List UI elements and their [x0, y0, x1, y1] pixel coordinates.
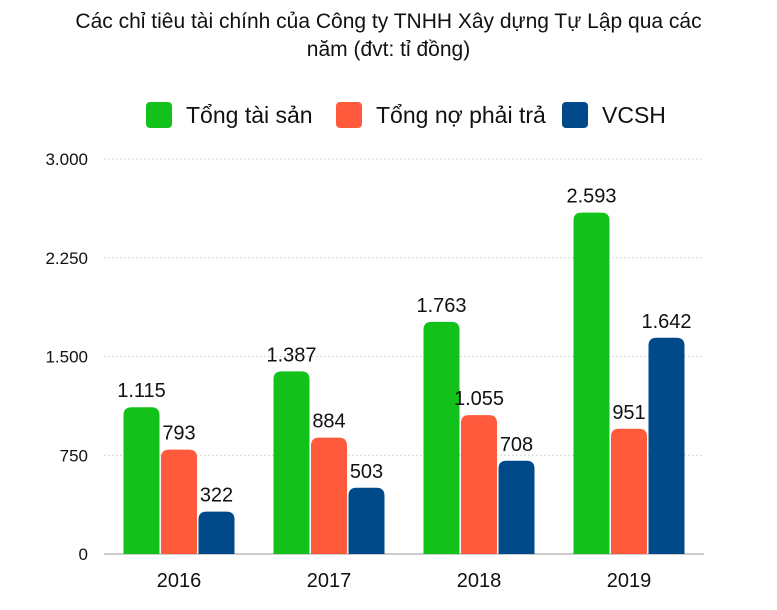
data-label: 503 [350, 461, 383, 483]
data-label: 884 [312, 411, 345, 433]
y-tick-label: 2.250 [45, 249, 88, 268]
bar-2016-series-0 [123, 407, 160, 554]
data-label: 2.593 [566, 186, 616, 208]
y-tick-label: 0 [79, 545, 88, 564]
x-tick-label: 2016 [157, 570, 202, 592]
bar-2016-series-1 [161, 449, 197, 554]
data-label: 1.642 [641, 311, 691, 333]
chart-legend: Tổng tài sản Tổng nợ phải trả VCSH [0, 98, 777, 132]
bar-2018-series-2 [498, 460, 535, 554]
data-label: 708 [500, 434, 533, 456]
bar-2018-series-1 [461, 415, 497, 554]
y-tick-label: 750 [60, 446, 88, 465]
data-label: 793 [162, 423, 195, 445]
bar-2017-series-1 [311, 437, 347, 554]
chart-title-line-1: Các chỉ tiêu tài chính của Công ty TNHH … [75, 10, 702, 33]
bar-2017-series-2 [348, 487, 385, 554]
data-label: 1.055 [454, 388, 504, 410]
y-tick-label: 3.000 [45, 150, 88, 169]
legend-item-tong-no-phai-tra: Tổng nợ phải trả [336, 98, 546, 132]
data-label: 1.115 [117, 380, 166, 402]
bar-2018-series-0 [423, 321, 460, 554]
bar-2017-series-0 [273, 371, 310, 554]
bar-2016-series-2 [198, 511, 235, 554]
chart-title-line-2: năm (đvt: tỉ đồng) [306, 38, 471, 61]
data-label: 951 [612, 402, 645, 424]
x-tick-label: 2017 [307, 570, 352, 592]
data-label: 1.387 [266, 344, 316, 366]
legend-label-tong-no-phai-tra: Tổng nợ phải trả [376, 101, 546, 128]
legend-item-tong-tai-san: Tổng tài sản [146, 98, 313, 132]
legend-label-tong-tai-san: Tổng tài sản [186, 101, 313, 128]
legend-item-vcsh: VCSH [562, 98, 666, 132]
legend-swatch-tong-tai-san [146, 102, 172, 128]
legend-swatch-vcsh [562, 102, 588, 128]
data-label: 322 [200, 485, 233, 507]
legend-label-vcsh: VCSH [602, 101, 666, 128]
bar-2019-series-1 [611, 428, 647, 554]
legend-swatch-tong-no-phai-tra [336, 102, 362, 128]
x-tick-label: 2018 [457, 570, 502, 592]
bar-2019-series-2 [648, 337, 685, 554]
chart-title: Các chỉ tiêu tài chính của Công ty TNHH … [0, 8, 777, 64]
y-tick-label: 1.500 [45, 348, 88, 367]
data-label: 1.763 [416, 295, 466, 317]
x-tick-label: 2019 [607, 570, 652, 592]
bar-2019-series-0 [573, 212, 610, 555]
